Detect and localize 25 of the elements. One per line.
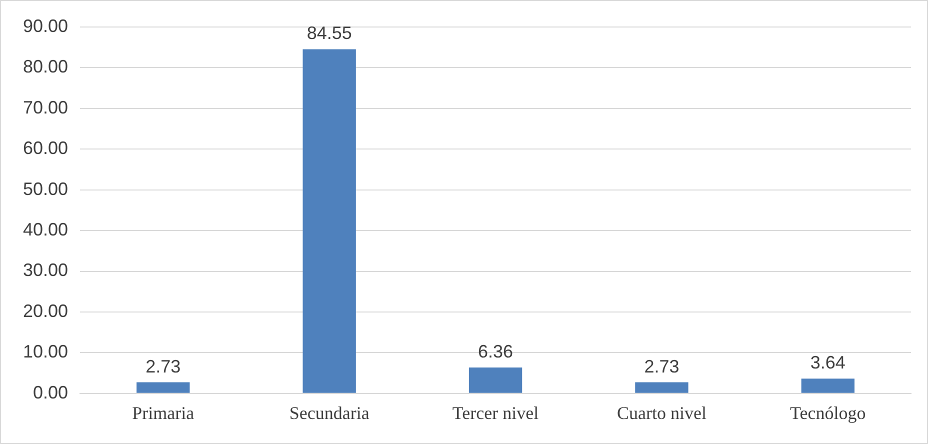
y-tick-label: 80.00 [22,56,68,77]
data-label: 6.36 [478,341,514,362]
x-tick-label: Tercer nivel [452,402,539,423]
y-tick-label: 10.00 [22,342,68,362]
y-tick-label: 50.00 [22,178,68,199]
x-tick-label: Primaria [132,402,194,423]
data-label: 2.73 [644,356,680,376]
x-tick-label: Secundaria [289,402,370,423]
y-tick-label: 60.00 [22,138,68,158]
bar [468,368,522,393]
data-label: 3.64 [810,352,846,373]
x-tick-label: Cuarto nivel [616,402,706,423]
y-tick-label: 20.00 [22,300,68,321]
y-tick-label: 40.00 [22,220,68,240]
y-tick-label: 0.00 [32,382,68,402]
bar [302,49,356,393]
bar [136,382,190,393]
bar [635,382,688,393]
y-tick-label: 30.00 [22,260,68,280]
y-tick-label: 70.00 [22,97,68,118]
bar [801,378,854,393]
data-label: 84.55 [306,23,352,44]
data-label: 2.73 [146,356,181,376]
x-tick-label: Tecnólogo [790,402,866,423]
y-tick-label: 90.00 [22,16,68,36]
